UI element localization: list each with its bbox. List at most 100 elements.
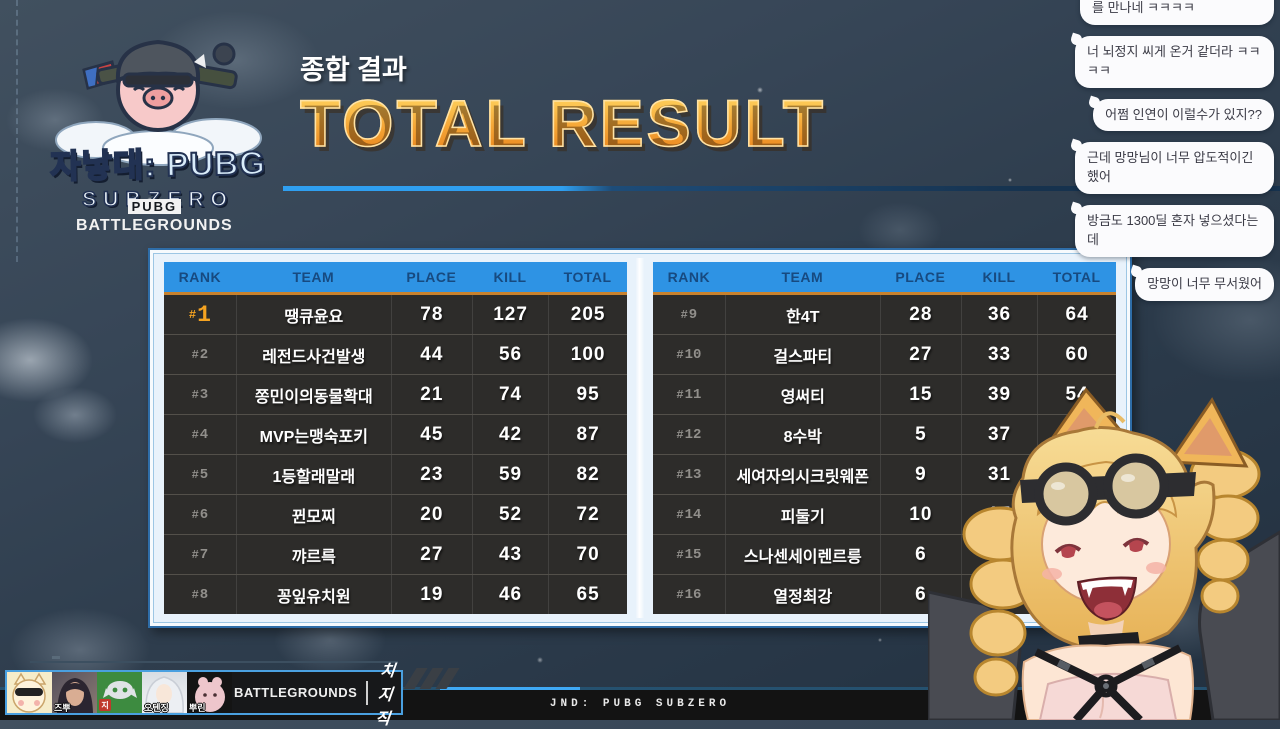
results-table-left: RANK TEAM PLACE KILL TOTAL #1 땡큐윤요 78 127 205 #2 레… xyxy=(164,262,627,614)
place-cell: 27 xyxy=(879,335,961,374)
kill-cell: 43 xyxy=(471,535,548,574)
table-row: #9 한4T 28 36 64 xyxy=(653,295,1116,335)
team-cell: MVP는맹숙포키 xyxy=(235,415,391,454)
column-header-total: TOTAL xyxy=(563,269,612,285)
column-header-place: PLACE xyxy=(406,269,457,285)
footer-ticker: JND: PUBG SUBZERO xyxy=(549,698,731,710)
webcam-thumb-mascot xyxy=(7,672,52,713)
discord-icon: 지 xyxy=(97,672,142,713)
team-cell: 땡큐윤요 xyxy=(235,295,391,334)
stream-strip: 즈뿌 지 오텐징 xyxy=(5,663,403,728)
place-cell: 27 xyxy=(390,535,472,574)
webcam-thumb-pink-mascot: 뿌린 xyxy=(187,672,232,713)
kill-cell: 33 xyxy=(960,335,1037,374)
column-header-place: PLACE xyxy=(895,269,946,285)
team-cell: 영써티 xyxy=(724,375,880,414)
column-header-team: TEAM xyxy=(781,269,824,285)
team-cell: 꽁잎유치원 xyxy=(235,575,391,614)
table-row: #6 뀐모찌 20 52 72 xyxy=(164,495,627,535)
table-row: #1 땡큐윤요 78 127 205 xyxy=(164,295,627,335)
chat-message: 근데 망망님이 너무 압도적이긴했어 xyxy=(1075,142,1274,195)
place-cell: 21 xyxy=(390,375,472,414)
battlegrounds-logo-text: BATTLEGROUNDS xyxy=(76,217,233,234)
total-cell: 65 xyxy=(548,575,627,614)
chat-message: 망망이 너무 무서웠어 xyxy=(1135,267,1274,301)
chat-message: 너 뇌정지 씨게 온거 같더라 ㅋㅋㅋㅋ xyxy=(1075,35,1274,88)
rank-cell: #8 xyxy=(191,586,209,603)
rank-cell: #14 xyxy=(676,506,702,523)
total-cell: 100 xyxy=(548,335,627,374)
diagonal-stripes-decoration xyxy=(403,668,460,689)
place-cell: 45 xyxy=(390,415,472,454)
chat-overlay: 를 만나네 ㅋㅋㅋㅋ 너 뇌정지 씨게 온거 같더라 ㅋㅋㅋㅋ 어쩜 인연이 이럴수… xyxy=(1070,0,1274,301)
column-header-rank: RANK xyxy=(667,269,711,285)
place-cell: 28 xyxy=(879,295,961,334)
kill-cell: 46 xyxy=(471,575,548,614)
chat-message: 어쩜 인연이 이럴수가 있지?? xyxy=(1093,98,1274,132)
stream-badge: 지 xyxy=(99,699,111,711)
place-cell: 20 xyxy=(390,495,472,534)
title-underline xyxy=(283,186,1280,191)
rank-cell: #6 xyxy=(191,506,209,523)
total-cell: 205 xyxy=(548,295,627,334)
rank-cell: #15 xyxy=(676,546,702,563)
total-cell: 72 xyxy=(548,495,627,534)
table-row: #8 꽁잎유치원 19 46 65 xyxy=(164,575,627,614)
team-cell: 레전드사건발생 xyxy=(235,335,391,374)
kill-cell: 36 xyxy=(960,295,1037,334)
table-row: #7 꺄르륵 27 43 70 xyxy=(164,535,627,575)
table-row: #10 걸스파티 27 33 60 xyxy=(653,335,1116,375)
battlegrounds-strip-logo: BATTLEGROUNDS xyxy=(234,685,358,700)
vtuber-character xyxy=(928,387,1280,720)
rank-cell: #3 xyxy=(191,386,209,403)
webcam-caption: 오텐징 xyxy=(144,703,169,713)
rank-cell: #4 xyxy=(191,426,209,443)
rank-cell: #1 xyxy=(188,301,211,328)
rank-cell: #16 xyxy=(676,586,702,603)
total-cell: 87 xyxy=(548,415,627,454)
team-cell: 꺄르륵 xyxy=(235,535,391,574)
title-korean: 종합 결과 xyxy=(300,55,407,85)
footer-accent-line xyxy=(30,661,398,663)
webcam-thumbnails: 즈뿌 지 오텐징 xyxy=(7,672,232,713)
team-cell: 걸스파티 xyxy=(724,335,880,374)
place-cell: 44 xyxy=(390,335,472,374)
rank-cell: #2 xyxy=(191,346,209,363)
team-cell: 열정최강 xyxy=(724,575,880,614)
logo-title: 자낳대: PUBG xyxy=(49,143,267,186)
strip-divider xyxy=(366,680,369,705)
webcam-thumb-avatar: 오텐징 xyxy=(142,672,187,713)
team-cell: 세여자의시크릿웨폰 xyxy=(724,455,880,494)
column-header-rank: RANK xyxy=(178,269,222,285)
chat-message: 방금도 1300딜 혼자 넣으셨다는데 xyxy=(1075,205,1274,257)
team-cell: 뀐모찌 xyxy=(235,495,391,534)
rank-cell: #13 xyxy=(676,466,702,483)
place-cell: 78 xyxy=(390,295,472,334)
kill-cell: 52 xyxy=(471,495,548,534)
total-cell: 95 xyxy=(548,375,627,414)
webcam-thumb-person: 즈뿌 xyxy=(52,672,97,713)
chat-message: 를 만나네 ㅋㅋㅋㅋ xyxy=(1080,0,1274,25)
team-cell: 1등할래말래 xyxy=(235,455,391,494)
kill-cell: 56 xyxy=(471,335,548,374)
pubg-battlegrounds-logo: PUBG BATTLEGROUNDS xyxy=(76,198,233,235)
place-cell: 19 xyxy=(390,575,472,614)
pubg-logo-text: PUBG xyxy=(127,199,182,214)
page-title-block: 종합 결과 TOTAL RESULT xyxy=(299,48,827,160)
table-header: RANK TEAM PLACE KILL TOTAL xyxy=(653,262,1116,295)
column-header-team: TEAM xyxy=(292,269,335,285)
kill-cell: 127 xyxy=(471,295,548,334)
page-title: TOTAL RESULT xyxy=(299,86,827,160)
kill-cell: 59 xyxy=(471,455,548,494)
footer-accent-notch xyxy=(52,656,60,659)
table-body: #1 땡큐윤요 78 127 205 #2 레전드사건발생 44 56 100 #3 쫑민이의동물확대… xyxy=(164,295,627,614)
team-cell: 8수박 xyxy=(724,415,880,454)
total-cell: 64 xyxy=(1037,295,1116,334)
rank-cell: #12 xyxy=(676,426,702,443)
rank-cell: #10 xyxy=(676,346,702,363)
webcam-caption: 즈뿌 xyxy=(54,703,71,713)
footer-glow-segment xyxy=(440,687,580,690)
rank-cell: #7 xyxy=(191,546,209,563)
total-cell: 60 xyxy=(1037,335,1116,374)
